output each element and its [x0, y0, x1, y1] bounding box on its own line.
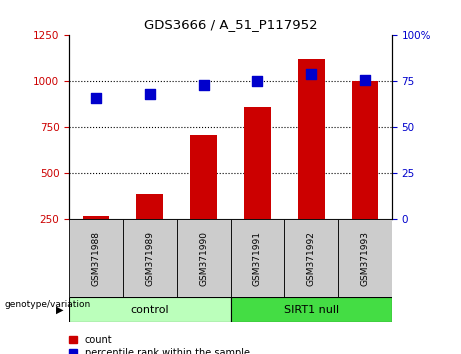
Bar: [177, 219, 230, 297]
Bar: [69, 297, 230, 322]
Legend: count, percentile rank within the sample: count, percentile rank within the sample: [70, 335, 250, 354]
Bar: [136, 194, 163, 219]
Bar: [230, 219, 284, 297]
Bar: [338, 219, 392, 297]
Bar: [244, 107, 271, 219]
Point: [307, 71, 315, 77]
Point: [254, 79, 261, 84]
Bar: [83, 216, 109, 219]
Text: GSM371992: GSM371992: [307, 231, 316, 286]
Bar: [230, 297, 392, 322]
Text: GSM371991: GSM371991: [253, 231, 262, 286]
Text: genotype/variation: genotype/variation: [5, 300, 91, 309]
Bar: [351, 81, 378, 219]
Point: [361, 77, 369, 82]
Text: ▶: ▶: [56, 305, 64, 315]
Point: [146, 91, 154, 97]
Text: GSM371988: GSM371988: [92, 231, 100, 286]
Bar: [123, 219, 177, 297]
Text: control: control: [130, 305, 169, 315]
Title: GDS3666 / A_51_P117952: GDS3666 / A_51_P117952: [144, 18, 317, 32]
Point: [92, 95, 100, 101]
Text: GSM371993: GSM371993: [361, 231, 369, 286]
Bar: [284, 219, 338, 297]
Text: SIRT1 null: SIRT1 null: [284, 305, 339, 315]
Point: [200, 82, 207, 88]
Bar: [298, 59, 325, 219]
Text: GSM371990: GSM371990: [199, 231, 208, 286]
Bar: [69, 219, 123, 297]
Bar: [190, 135, 217, 219]
Text: GSM371989: GSM371989: [145, 231, 154, 286]
